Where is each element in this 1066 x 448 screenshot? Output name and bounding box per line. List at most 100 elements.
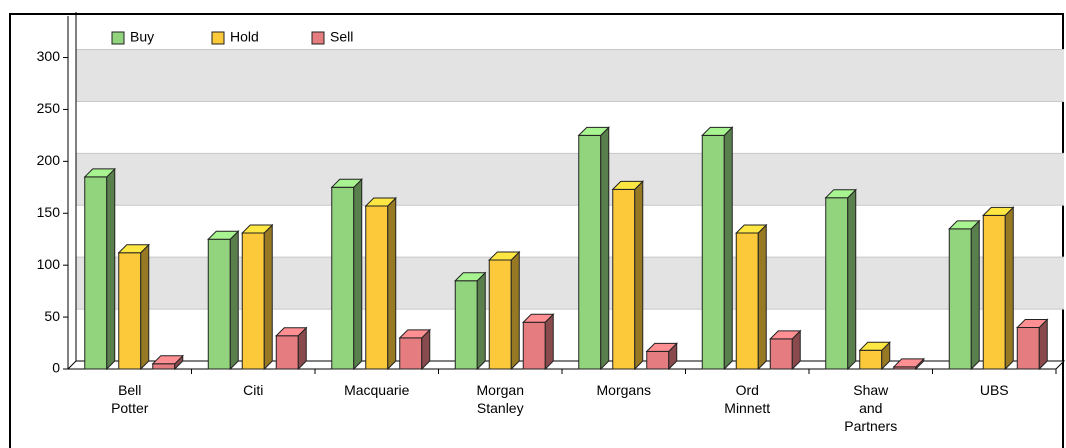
- bar-side: [510, 250, 520, 371]
- bar-side: [600, 126, 610, 371]
- y-tick-label: 300: [37, 48, 61, 64]
- bar-front: [769, 338, 793, 370]
- bar-side: [723, 126, 733, 371]
- legend-label: Buy: [130, 29, 154, 45]
- bar-front: [578, 134, 602, 370]
- bar: [275, 326, 308, 371]
- bar-side: [476, 271, 486, 371]
- bar-front: [241, 232, 265, 370]
- bar-top: [275, 327, 308, 337]
- bar-front: [646, 350, 670, 370]
- bar: [769, 329, 802, 371]
- bar-front: [454, 280, 478, 370]
- bar-top: [364, 197, 397, 207]
- x-tick-label: Citi: [243, 382, 264, 398]
- grid-band: [76, 257, 1064, 310]
- bar: [364, 196, 397, 371]
- bar-front: [331, 186, 355, 370]
- y-tick-label: 150: [37, 204, 61, 220]
- x-tick-label: Macquarie: [344, 382, 410, 398]
- bar-front: [701, 134, 725, 370]
- bar: [611, 180, 644, 371]
- legend-swatch: [211, 31, 225, 45]
- bar-top: [207, 230, 240, 240]
- bar-front: [948, 228, 972, 370]
- legend-label: Hold: [230, 29, 259, 45]
- bar-side: [387, 196, 397, 371]
- bar-front: [399, 337, 423, 370]
- bar: [982, 206, 1015, 371]
- bar: [577, 126, 610, 371]
- bar-front: [275, 335, 299, 370]
- frame: [9, 13, 1064, 448]
- bar-top: [577, 126, 610, 136]
- bar-side: [757, 223, 767, 371]
- bar-front: [365, 205, 389, 370]
- legend-swatch: [311, 31, 325, 45]
- bar-side: [140, 243, 150, 371]
- bar-top: [769, 330, 802, 340]
- bar-top: [522, 313, 555, 323]
- bar: [1016, 318, 1049, 371]
- bar-side: [634, 180, 644, 371]
- bar-side: [1004, 206, 1014, 371]
- bar-front: [859, 349, 883, 370]
- bar-side: [544, 313, 554, 371]
- bar: [824, 188, 857, 371]
- y-tick-label: 50: [44, 308, 60, 324]
- bar-top: [1016, 318, 1049, 328]
- bar-top: [824, 189, 857, 199]
- bar-front: [207, 238, 231, 370]
- bar: [858, 341, 891, 371]
- bar: [892, 357, 925, 371]
- bar: [117, 243, 150, 371]
- y-tick-label: 100: [37, 256, 61, 272]
- bar-top: [892, 358, 925, 368]
- bar-side: [229, 230, 239, 371]
- x-tick-label: UBS: [979, 382, 1009, 398]
- bar-top: [117, 244, 150, 254]
- bar-top: [241, 224, 274, 234]
- bar-side: [263, 223, 273, 371]
- bar-front: [152, 363, 176, 370]
- bar-side: [847, 188, 857, 371]
- x-tick-label: Shaw and Partners: [844, 382, 898, 434]
- y-tick-label: 0: [52, 360, 60, 376]
- bar: [83, 167, 116, 371]
- grid-band: [76, 153, 1064, 206]
- legend-swatch: [111, 31, 125, 45]
- bar-side: [106, 167, 116, 371]
- bar-top: [488, 251, 521, 261]
- bar-top: [858, 341, 891, 351]
- floor: [66, 360, 1066, 370]
- bar: [398, 328, 431, 371]
- bar: [330, 178, 363, 371]
- bar-top: [645, 342, 678, 352]
- bar: [241, 223, 274, 371]
- bar-front: [84, 176, 108, 370]
- y-tick-label: 250: [37, 100, 61, 116]
- legend-label: Sell: [330, 29, 353, 45]
- bar-front: [612, 188, 636, 370]
- bar-top: [735, 224, 768, 234]
- bar-top: [701, 126, 734, 136]
- bar-front: [1016, 326, 1040, 370]
- x-tick-label: Bell Potter: [111, 382, 149, 416]
- x-tick-label: Morgans: [596, 382, 651, 398]
- bar: [488, 250, 521, 371]
- bar-top: [454, 272, 487, 282]
- bar: [207, 230, 240, 371]
- bar-top: [398, 329, 431, 339]
- bar-top: [151, 355, 184, 365]
- bar-top: [611, 180, 644, 190]
- y-tick-label: 200: [37, 152, 61, 168]
- bar-side: [970, 219, 980, 371]
- bar-side: [353, 178, 363, 371]
- bar-front: [735, 232, 759, 370]
- bar-top: [948, 220, 981, 230]
- x-tick-label: Morgan Stanley: [476, 382, 524, 416]
- bar: [454, 271, 487, 371]
- grid-band: [76, 49, 1064, 102]
